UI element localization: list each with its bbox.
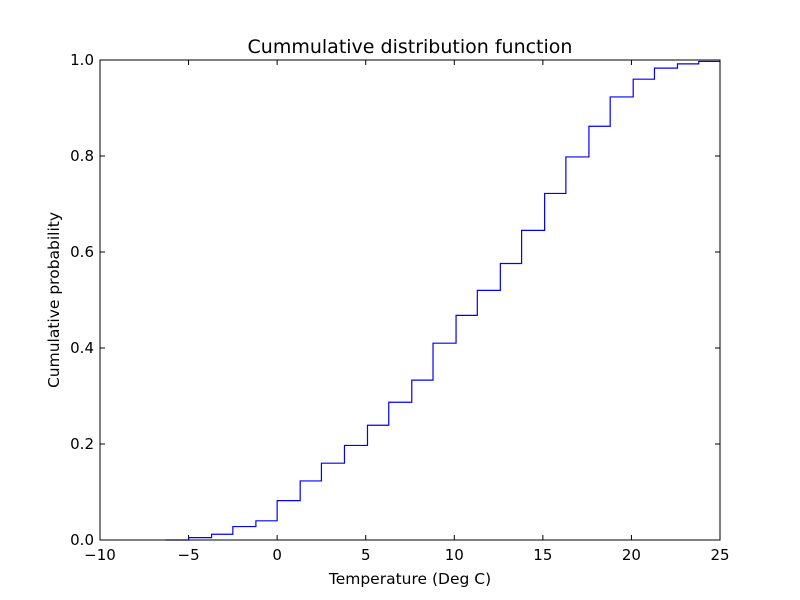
y-tick-label: 0.0 — [70, 531, 94, 549]
x-tick-label: 0 — [272, 546, 282, 564]
x-tick-label: 20 — [622, 546, 641, 564]
y-axis-label: Cumulative probability — [45, 212, 63, 388]
cdf-step-line — [165, 60, 720, 541]
y-tick-label: 0.2 — [70, 435, 94, 453]
x-axis-label: Temperature (Deg C) — [328, 570, 491, 588]
x-tick-label: 5 — [361, 546, 371, 564]
y-tick-label: 1.0 — [70, 51, 94, 69]
axis-ticks: −10 −5 0 5 10 15 20 25 0.0 0.2 0.4 0.6 0.8 1.0 — [70, 51, 729, 564]
x-tick-label: 10 — [445, 546, 464, 564]
x-tick-label: −10 — [84, 546, 116, 564]
x-tick-label: −5 — [178, 546, 200, 564]
y-tick-label: 0.8 — [70, 147, 94, 165]
cdf-series — [165, 60, 720, 541]
chart-title: Cummulative distribution function — [248, 36, 573, 58]
x-tick-label: 25 — [710, 546, 729, 564]
y-tick-label: 0.4 — [70, 339, 94, 357]
plot-frame — [99, 59, 721, 541]
y-tick-label: 0.6 — [70, 243, 94, 261]
x-tick-label: 15 — [533, 546, 552, 564]
